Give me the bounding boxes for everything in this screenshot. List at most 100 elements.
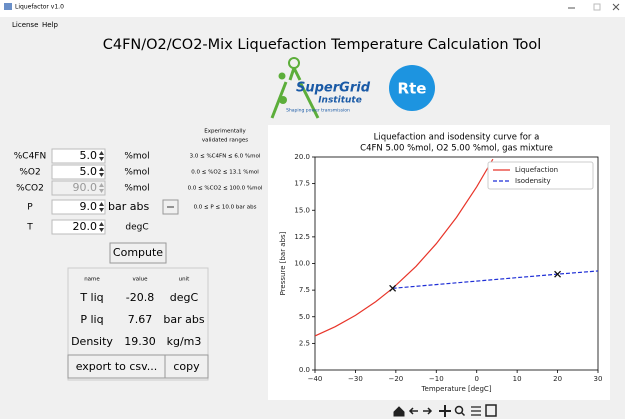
unit-label: %mol xyxy=(124,184,149,194)
forward-icon[interactable] xyxy=(423,407,433,415)
unit-label: degC xyxy=(125,223,148,233)
spin-arrows[interactable] xyxy=(99,202,104,212)
y-tick-label: 12.5 xyxy=(294,233,310,241)
logo-shape xyxy=(279,96,287,104)
result-cell: P liq xyxy=(80,313,103,326)
button-label[interactable]: export to csv... xyxy=(76,360,158,373)
logo-shape xyxy=(278,72,286,80)
ranges-header: validated ranges xyxy=(202,138,248,144)
ranges-header: Experimentally xyxy=(204,129,246,135)
app-title: C4FN/O2/CO2-Mix Liquefaction Temperature… xyxy=(103,37,542,53)
field-label: P xyxy=(27,203,33,213)
close[interactable] xyxy=(612,3,620,11)
compute-label[interactable]: Compute xyxy=(113,246,163,259)
rte-text: Rte xyxy=(398,80,427,98)
legend-label: Liquefaction xyxy=(515,166,558,174)
point-marker xyxy=(554,270,562,278)
y-tick-label: 5.0 xyxy=(299,313,310,321)
spinbox-value: 9.0 xyxy=(80,200,98,213)
spin-arrows[interactable] xyxy=(99,222,104,232)
window-title: Liquefactor v1.0 xyxy=(15,4,64,11)
unit-label: %mol xyxy=(124,168,149,178)
pan-icon[interactable] xyxy=(439,405,451,417)
y-tick-label: 20.0 xyxy=(294,153,310,161)
spinbox xyxy=(51,180,106,196)
title-bar xyxy=(0,0,625,17)
spinbox-value: 90.0 xyxy=(73,181,98,194)
point-marker xyxy=(389,284,397,292)
logo-text: Shaping power transmission xyxy=(286,108,350,114)
button-label[interactable]: copy xyxy=(173,360,200,373)
result-cell: kg/m3 xyxy=(167,335,202,348)
x-tick-label: −20 xyxy=(388,375,403,383)
column-header: unit xyxy=(179,277,190,283)
field-label: T xyxy=(26,223,33,233)
y-tick-label: 2.5 xyxy=(299,339,310,347)
zoom-icon[interactable] xyxy=(454,405,464,415)
logo-shape xyxy=(270,67,320,119)
spinbox[interactable] xyxy=(51,148,106,164)
save-icon[interactable] xyxy=(485,404,497,417)
spinbox[interactable] xyxy=(51,219,106,235)
range-label: 3.0 ≤ %C4FN ≤ 6.0 %mol xyxy=(190,154,261,160)
legend-label: Isodensity xyxy=(515,177,551,185)
x-tick-label: −30 xyxy=(348,375,363,383)
result-cell: bar abs xyxy=(163,313,204,326)
logo-text: Institute xyxy=(318,96,362,106)
x-tick-label: −40 xyxy=(308,375,323,383)
rte-logo xyxy=(389,65,435,111)
field-label: %O2 xyxy=(19,168,40,178)
logo-text: SuperGrid xyxy=(296,81,371,96)
range-label: 0.0 ≤ P ≤ 10.0 bar abs xyxy=(194,205,257,211)
x-tick-label: 20 xyxy=(553,375,562,383)
legend-box xyxy=(487,161,594,190)
y-axis-label: Pressure [bar abs] xyxy=(279,231,287,295)
menu-item[interactable]: Help xyxy=(42,21,59,29)
y-tick-label: 15.0 xyxy=(294,206,310,214)
result-cell: Density xyxy=(71,335,113,348)
spinbox[interactable] xyxy=(51,199,106,215)
chart-toolbar xyxy=(393,404,497,417)
x-axis-label: Temperature [degC] xyxy=(420,385,491,393)
spin-arrows[interactable] xyxy=(99,151,104,161)
spin-arrows[interactable] xyxy=(99,167,104,177)
range-label: 0.0 ≤ %CO2 ≤ 100.0 %mol xyxy=(188,186,263,192)
button[interactable] xyxy=(164,354,209,379)
x-tick-label: −10 xyxy=(429,375,444,383)
spinbox-value: 5.0 xyxy=(80,165,98,178)
back-icon[interactable] xyxy=(408,407,418,415)
y-tick-label: 0.0 xyxy=(299,366,310,374)
y-tick-label: 17.5 xyxy=(294,180,310,188)
result-cell: degC xyxy=(170,291,199,304)
column-header: value xyxy=(132,277,148,283)
maximize[interactable] xyxy=(593,3,601,11)
chart: Liquefaction and isodensity curve for aC… xyxy=(279,133,602,394)
chart-title: C4FN 5.00 %mol, O2 5.00 %mol, gas mixtur… xyxy=(360,144,553,154)
spin-arrows xyxy=(99,183,104,193)
compute-button[interactable] xyxy=(109,242,167,264)
unit-dropdown[interactable]: bar abs xyxy=(108,200,149,213)
result-cell: 19.30 xyxy=(124,335,156,348)
home-icon[interactable] xyxy=(393,406,405,417)
result-cell: -20.8 xyxy=(126,291,154,304)
result-cell: 7.67 xyxy=(128,313,153,326)
menu-item[interactable]: License xyxy=(12,21,38,29)
field-label: %C4FN xyxy=(14,152,46,162)
line-series xyxy=(315,158,494,337)
supergrid-logo: SuperGrid Institute Shaping power transm… xyxy=(270,57,371,119)
range-label: 0.0 ≤ %O2 ≤ 13.1 %mol xyxy=(191,170,259,176)
field-label: %CO2 xyxy=(16,184,44,194)
plot-area xyxy=(314,156,599,371)
column-header: name xyxy=(84,277,100,283)
y-tick-label: 7.5 xyxy=(299,286,310,294)
zoom-icon[interactable] xyxy=(460,411,466,417)
x-tick-label: 10 xyxy=(513,375,522,383)
settings-icon[interactable] xyxy=(471,406,481,416)
spinbox[interactable] xyxy=(51,164,106,180)
x-tick-label: 30 xyxy=(594,375,603,383)
chart-title: Liquefaction and isodensity curve for a xyxy=(374,133,540,143)
spinbox-value: 20.0 xyxy=(73,220,98,233)
results-table: name value unit T liq -20.8 degC P liq 7.67 bar … xyxy=(67,277,209,379)
